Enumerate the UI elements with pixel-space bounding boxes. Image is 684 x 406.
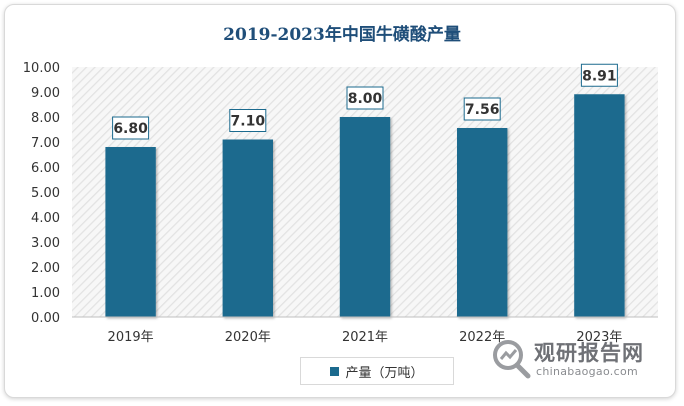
data-label-box: [346, 86, 384, 110]
watermark-url: chinabaogao.com: [536, 365, 638, 378]
y-tick-label: 6.00: [31, 161, 60, 176]
bar: [105, 147, 156, 317]
bar-series: 6.80 7.10 8.00 7.56 8.91: [105, 63, 625, 317]
watermark-name: 观研报告网: [534, 341, 644, 365]
x-tick-label: 2022年: [459, 330, 505, 345]
y-tick-label: 5.00: [31, 186, 60, 201]
y-tick-label: 0.00: [31, 311, 60, 326]
magnifier-logo-icon: [493, 340, 531, 379]
bar: [222, 139, 273, 317]
y-axis: 0.00 1.00 2.00 3.00 4.00 5.00 6.00 7.00 8.00 9.00…: [23, 61, 60, 326]
y-tick-label: 3.00: [31, 236, 60, 251]
y-tick-label: 10.00: [23, 61, 60, 76]
bar: [574, 94, 625, 317]
y-tick-label: 2.00: [31, 261, 60, 276]
x-tick-label: 2021年: [342, 330, 388, 345]
data-label-box: [112, 116, 150, 140]
data-label: 8.00: [348, 91, 383, 107]
chart-title: 2019-2023年中国牛磺酸产量: [223, 25, 461, 45]
watermark: 观研报告网 chinabaogao.com: [486, 333, 666, 387]
x-tick-label: 2020年: [225, 330, 271, 345]
x-tick-label: 2023年: [576, 330, 622, 345]
y-tick-label: 7.00: [31, 136, 60, 151]
legend-swatch: [330, 366, 340, 376]
x-axis: 2019年 2020年 2021年 2022年 2023年: [108, 330, 623, 345]
data-label: 6.80: [113, 121, 148, 137]
bar: [339, 117, 391, 317]
y-tick-label: 4.00: [31, 211, 60, 226]
legend-label: 产量（万吨）: [345, 365, 424, 381]
data-label: 8.91: [582, 68, 617, 84]
y-tick-label: 1.00: [31, 286, 60, 301]
data-label-box: [580, 63, 618, 87]
data-label-box: [229, 109, 267, 132]
data-label: 7.10: [231, 114, 266, 130]
data-label: 7.56: [465, 102, 500, 118]
data-label-box: [463, 97, 501, 121]
legend: 产量（万吨）: [300, 357, 454, 385]
y-tick-label: 9.00: [31, 86, 60, 101]
y-tick-label: 8.00: [31, 111, 60, 126]
bar: [457, 128, 508, 317]
x-tick-label: 2019年: [108, 330, 154, 345]
